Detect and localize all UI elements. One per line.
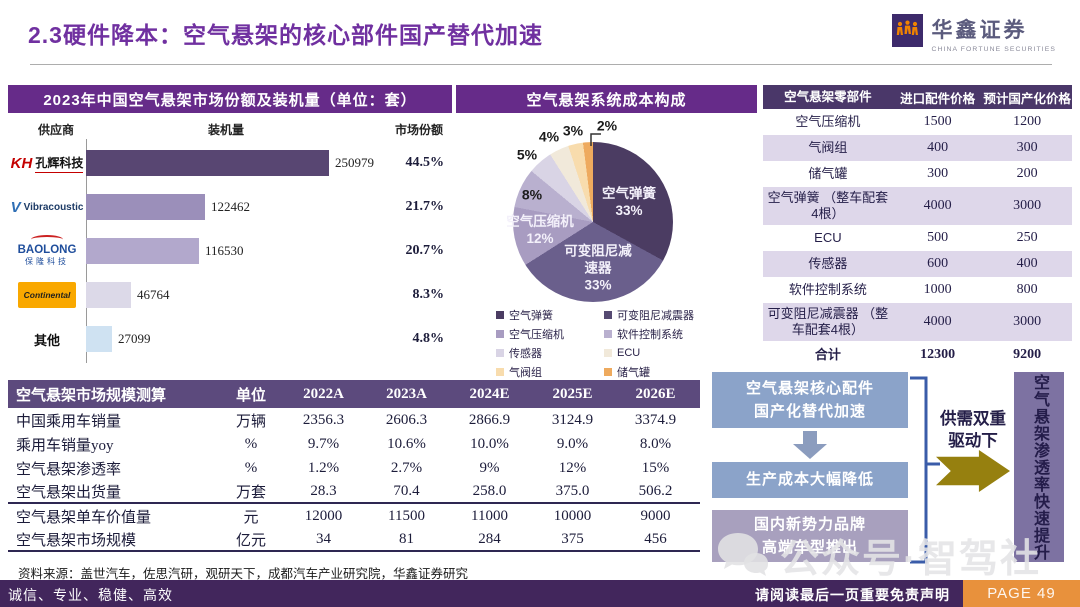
vibracoustic-mark: V — [10, 198, 21, 216]
table-row: 气阀组 400 300 — [763, 135, 1072, 161]
pie-leader-line — [590, 133, 601, 146]
market-chart-title: 2023年中国空气悬架市场份额及装机量（单位：套） — [8, 85, 452, 113]
cost-structure-panel: 空气悬架系统成本构成 空气弹簧 33% 可变阻尼减速器 33% 空气压缩机 12% 8… — [456, 85, 757, 379]
table-row: 乘用车销量yoy% 9.7% 10.6% 10.0% 9.0% 8.0% — [16, 435, 672, 454]
brand-subtitle: CHINA FORTUNE SECURITIES — [931, 46, 1056, 53]
market-share-panel: 2023年中国空气悬架市场份额及装机量（单位：套） 供应商 装机量 市场份额 K… — [8, 85, 452, 375]
pie-legend: 空气弹簧 可变阻尼减震器 空气压缩机 软件控制系统 传感器 ECU 气阀组 储气… — [496, 307, 734, 380]
pie-label-ecu-pct: 4% — [538, 128, 560, 145]
baolong-logo-icon: BAOLONG 保隆科技 — [8, 235, 86, 267]
pie-title: 空气悬架系统成本构成 — [456, 85, 757, 113]
bottom-bar: 诚信、专业、稳健、高效 请阅读最后一页重要免责声明 PAGE 49 — [0, 580, 1080, 607]
table-row: 中国乘用车销量 万辆 2356.3 2606.3 2866.9 3124.9 3374.9 — [16, 411, 677, 430]
down-arrow-icon — [793, 431, 827, 459]
driver-label: 供需双重 驱动下 — [940, 410, 1006, 451]
legend-item: 储气罐 — [604, 364, 734, 380]
vibracoustic-logo-icon: V Vibracoustic — [8, 199, 86, 216]
bar-vibracoustic — [86, 194, 205, 220]
flow-box-cost-reduction: 生产成本大幅降低 — [712, 462, 908, 498]
share-value: 44.5% — [405, 155, 445, 170]
bar-others — [86, 326, 112, 352]
table-row: 可变阻尼减震器 （整车配套4根） 4000 3000 — [763, 303, 1072, 341]
table-row: 空气悬架市场规模 亿元 34 81 284 375 456 — [8, 528, 700, 552]
share-value: 21.7% — [405, 199, 445, 214]
konghui-name: 孔辉科技 — [35, 154, 84, 173]
bar-chart: KH 孔辉科技 250979 44.5% V Vibracoustic 1224… — [8, 141, 452, 361]
legend-item: 软件控制系统 — [604, 326, 734, 342]
flow-box-new-brands: 国内新势力品牌 高端车型推出 — [712, 510, 908, 562]
table-row: 软件控制系统 1000 800 — [788, 282, 1038, 298]
bar-value: 46764 — [137, 287, 170, 302]
brand-name: 华鑫证券 — [931, 19, 1028, 42]
disclaimer-text: 请阅读最后一页重要免责声明 — [755, 587, 950, 603]
pie-label-spring: 空气弹簧 33% — [602, 186, 656, 218]
bar-continental — [86, 282, 131, 308]
table-row: 空气悬架渗透率% 1.2% 2.7% 9% 12% 15% — [16, 459, 670, 478]
bar-value: 122462 — [211, 199, 250, 214]
continental-name: Continental — [23, 290, 71, 300]
others-label: 其他 — [33, 332, 60, 348]
table-row: 空气悬架出货量 万套 28.3 70.4 258.0 375.0 506.2 — [8, 480, 700, 504]
col-volume: 装机量 — [207, 123, 244, 137]
bar-value: 250979 — [335, 155, 374, 170]
source-note: 资料来源：盖世汽车，佐思汽研，观研天下，成都汽车产业研究院，华鑫证券研究 — [18, 567, 469, 581]
table-row: 传感器 600 400 — [763, 251, 1072, 277]
header-divider — [30, 64, 1052, 65]
bar-value: 116530 — [205, 243, 244, 258]
table-row: 空气压缩机 1500 1200 — [795, 114, 1042, 130]
table-row: 空气弹簧 （整车配套4根） 4000 3000 — [763, 187, 1072, 225]
table-row-total: 合计 12300 9200 — [814, 347, 1042, 363]
price-table: 空气悬架零部件 进口配件价格 预计国产化价格 空气压缩机 1500 1200 气阀组… — [763, 85, 1072, 369]
continental-logo-icon: Continental — [8, 282, 86, 308]
baolong-arc — [31, 235, 63, 244]
legend-item: 空气压缩机 — [496, 326, 604, 342]
konghui-mark: KH — [10, 154, 33, 172]
pie-label-tank-pct: 2% — [596, 117, 618, 134]
market-row-vibracoustic: V Vibracoustic 122462 21.7% — [8, 185, 452, 229]
bar-value: 27099 — [118, 331, 151, 346]
konghui-logo-icon: KH 孔辉科技 — [8, 154, 86, 173]
company-logo: 华鑫证券 CHINA FORTUNE SECURITIES — [891, 14, 1056, 53]
gold-arrow-icon — [936, 450, 1010, 492]
flow-result-box: 空气悬架渗透率快速提升 — [1014, 372, 1064, 562]
legend-item: 可变阻尼减震器 — [604, 307, 734, 323]
share-value: 20.7% — [405, 243, 445, 258]
pie-label-software-pct: 8% — [521, 186, 543, 203]
bracket-icon — [910, 376, 940, 564]
col-share: 市场份额 — [394, 123, 443, 137]
table-row: ECU 500 250 — [814, 230, 1038, 246]
pie-label-sensor-pct: 5% — [516, 146, 538, 163]
people-icon — [896, 20, 918, 35]
market-row-continental: Continental 46764 8.3% — [8, 273, 452, 317]
company-logo-icon — [891, 14, 923, 47]
market-row-baolong: BAOLONG 保隆科技 116530 20.7% — [8, 229, 452, 273]
pie-label-valve-pct: 3% — [562, 122, 584, 139]
col-supplier: 供应商 — [38, 123, 75, 137]
page-number: PAGE 49 — [963, 580, 1080, 607]
share-value: 4.8% — [412, 331, 445, 346]
legend-item: 空气弹簧 — [496, 307, 604, 323]
baolong-sub: 保隆科技 — [25, 257, 69, 266]
table-row: 储气罐 300 200 — [808, 166, 1038, 182]
legend-item: 传感器 — [496, 345, 604, 361]
company-motto: 诚信、专业、稳健、高效 — [8, 587, 173, 603]
vibracoustic-name: Vibracoustic — [23, 201, 84, 213]
flow-box-localization: 空气悬架核心配件 国产化替代加速 — [712, 372, 908, 428]
forecast-table-header: 空气悬架市场规模测算 单位 2022A 2023A 2024E 2025E 20… — [8, 380, 700, 408]
pie-label-damper: 可变阻尼减速器 33% — [564, 243, 632, 293]
price-table-header: 空气悬架零部件 进口配件价格 预计国产化价格 — [763, 85, 1072, 109]
market-row-konghui: KH 孔辉科技 250979 44.5% — [8, 141, 452, 185]
bar-konghui — [86, 150, 329, 176]
page-title: 2.3硬件降本：空气悬架的核心部件国产替代加速 — [28, 22, 543, 48]
legend-item: ECU — [604, 345, 734, 361]
table-row: 空气悬架单车价值量元 12000 11500 11000 10000 9000 — [16, 507, 671, 526]
share-value: 8.3% — [412, 287, 445, 302]
bar-baolong — [86, 238, 199, 264]
forecast-table: 空气悬架市场规模测算 单位 2022A 2023A 2024E 2025E 20… — [8, 380, 700, 552]
market-row-others: 其他 27099 4.8% — [8, 317, 452, 361]
legend-item: 气阀组 — [496, 364, 604, 380]
baolong-name: BAOLONG — [17, 244, 77, 256]
pie-label-compressor: 空气压缩机 12% — [506, 214, 574, 246]
cost-pie — [513, 142, 673, 302]
